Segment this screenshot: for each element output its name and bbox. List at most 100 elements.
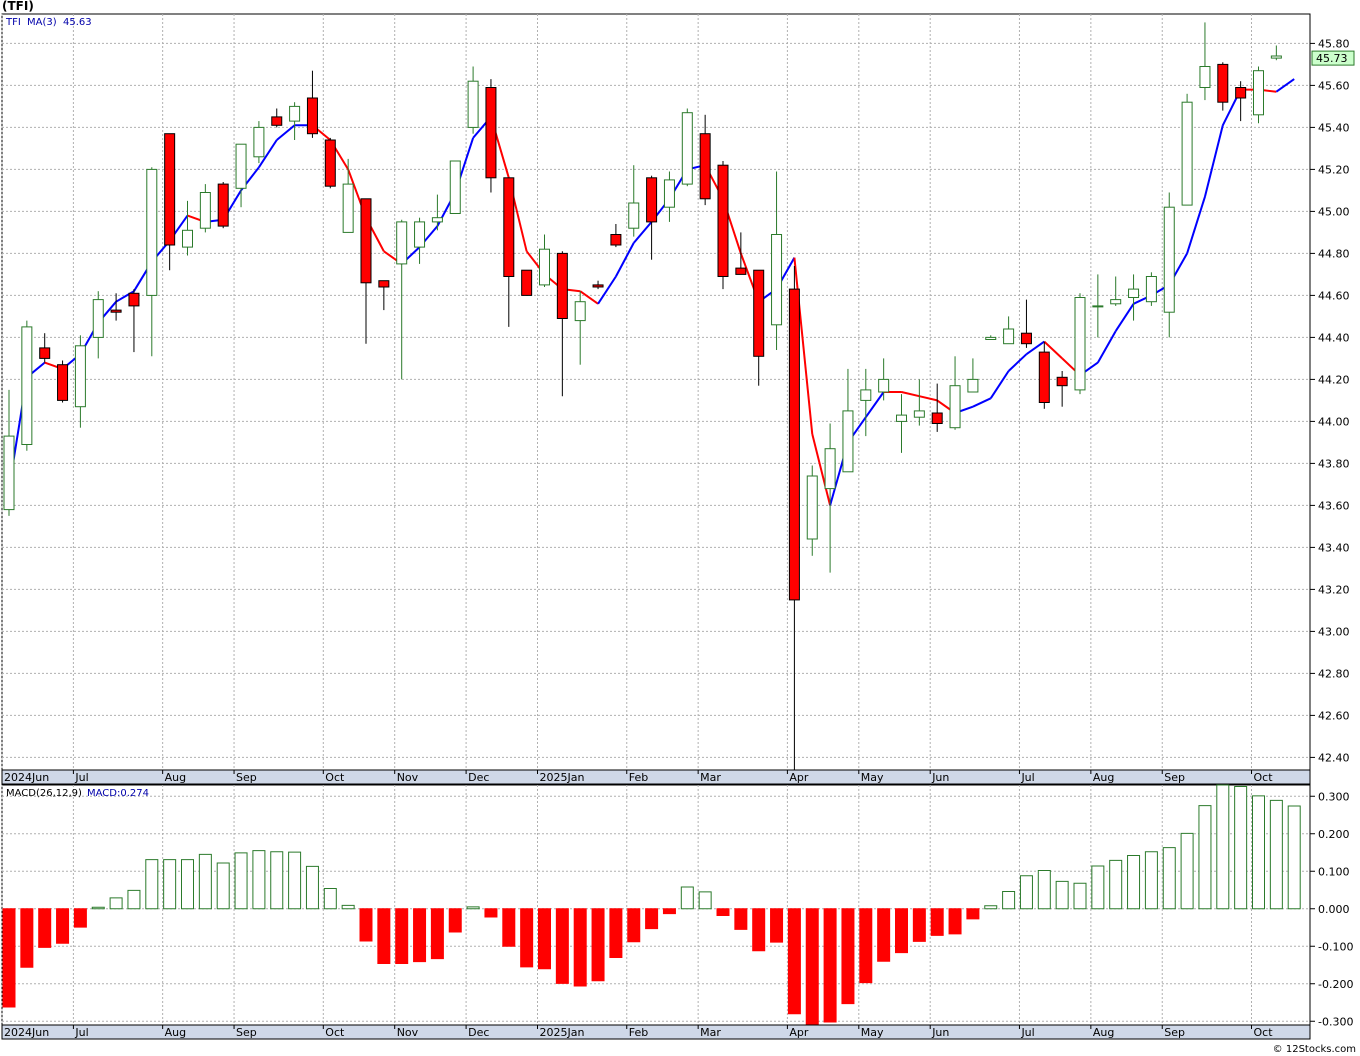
date-label: May (861, 1026, 884, 1039)
macd-bar-negative (627, 908, 641, 943)
macd-bar-negative (413, 908, 427, 963)
price-tick-label: 45.80 (1318, 37, 1350, 50)
ma3-segment (597, 275, 617, 305)
last-price-label: 45.73 (1316, 52, 1348, 65)
macd-date-axis (1, 1024, 1311, 1040)
ma3-segment (632, 221, 653, 244)
macd-tick-label: 0.200 (1318, 828, 1350, 841)
macd-bar-negative (645, 908, 659, 930)
macd-bar-negative (859, 908, 873, 984)
candle-up (199, 192, 211, 229)
candle-up (235, 143, 247, 189)
date-label: Oct (1254, 771, 1274, 784)
macd-bar-positive (1073, 882, 1087, 910)
date-label: Oct (325, 1026, 345, 1039)
candle-up (1003, 328, 1015, 345)
candle-up (949, 385, 961, 429)
date-label: Aug (165, 1026, 186, 1039)
macd-bar-positive (270, 851, 284, 910)
candle-down (592, 284, 604, 288)
price-legend-symbol: TFI (5, 17, 21, 28)
ma3-segment (793, 257, 814, 435)
date-label: 2024Jun (4, 1026, 49, 1039)
candle-up (806, 475, 818, 540)
candle-up (896, 414, 907, 422)
macd-bar-positive (1252, 795, 1265, 910)
macd-bar-positive (234, 852, 248, 910)
date-label: May (861, 771, 884, 784)
price-tick-label: 43.20 (1318, 583, 1350, 596)
macd-bar-positive (1091, 865, 1105, 910)
macd-bar-negative (805, 908, 819, 1026)
candle-down (217, 183, 229, 227)
candle-up (539, 248, 550, 286)
macd-bar-positive (1019, 875, 1033, 910)
macd-bar-negative (609, 908, 623, 958)
candle-up (3, 435, 15, 511)
candle-up (1253, 70, 1264, 116)
date-label: Nov (397, 771, 419, 784)
candle-down (57, 364, 69, 401)
candle-up (1181, 101, 1193, 206)
ma3-segment (258, 139, 278, 168)
ma3-segment (1186, 196, 1206, 254)
macd-bar-negative (912, 908, 926, 942)
macd-bar-positive (1144, 851, 1158, 910)
chart-title: (TFI) (2, 0, 34, 13)
macd-tick-label: -0.300 (1318, 1015, 1353, 1028)
candle-down (128, 292, 140, 307)
date-label: Oct (325, 771, 345, 784)
candle-up (1074, 297, 1086, 391)
macd-bar-positive (288, 851, 302, 910)
macd-bar-negative (502, 908, 516, 947)
price-plot-frame (1, 13, 1311, 771)
date-label: Dec (468, 771, 489, 784)
macd-bar-negative (787, 908, 801, 1015)
macd-tick-label: 0.000 (1318, 903, 1350, 916)
macd-bar-negative (895, 908, 908, 954)
macd-bar-negative (395, 908, 409, 964)
candle-down (503, 177, 515, 277)
macd-bar-positive (127, 889, 141, 910)
macd-bar-negative (734, 908, 748, 930)
date-label: 2024Jun (4, 771, 49, 784)
date-label: Sep (236, 1026, 257, 1039)
macd-bar-positive (680, 886, 694, 910)
macd-bar-positive (181, 859, 194, 910)
candle-down (378, 280, 390, 288)
macd-bar-negative (359, 908, 373, 942)
candle-up (842, 410, 854, 473)
ma3-segment (615, 242, 635, 277)
date-label: Oct (1254, 1026, 1274, 1039)
candle-up (253, 126, 265, 158)
macd-bar-positive (1127, 855, 1141, 910)
date-label: Jul (1020, 1026, 1034, 1039)
ma3-segment (989, 370, 1010, 399)
macd-bar-negative (430, 908, 444, 960)
candle-down (788, 288, 800, 601)
ma3-segment (1096, 330, 1117, 364)
price-tick-label: 42.40 (1318, 751, 1350, 764)
macd-bar-negative (877, 908, 891, 962)
ma3-segment (1114, 303, 1135, 332)
date-label: 2025Jan (540, 771, 585, 784)
candle-up (414, 221, 426, 248)
candle-up (182, 229, 193, 248)
candle-down (753, 269, 765, 357)
macd-legend-label: MACD(26,12,9) (6, 788, 82, 799)
macd-bar-negative (448, 908, 462, 933)
macd-bar-negative (662, 908, 676, 915)
candle-down (1020, 332, 1032, 345)
candle-up (681, 112, 693, 185)
candle-down (271, 116, 283, 126)
price-panel: 45.80 45.60 45.40 45.20 45.00 44.80 44.60 44.40… (1, 13, 1355, 785)
candle-up (771, 234, 783, 326)
candle-up (1145, 276, 1157, 303)
date-label: Aug (165, 771, 186, 784)
ma3-segment (972, 397, 992, 408)
candle-up (860, 389, 872, 401)
candle-up (985, 336, 997, 340)
candle-up (1270, 55, 1282, 59)
candle-down (735, 267, 747, 275)
